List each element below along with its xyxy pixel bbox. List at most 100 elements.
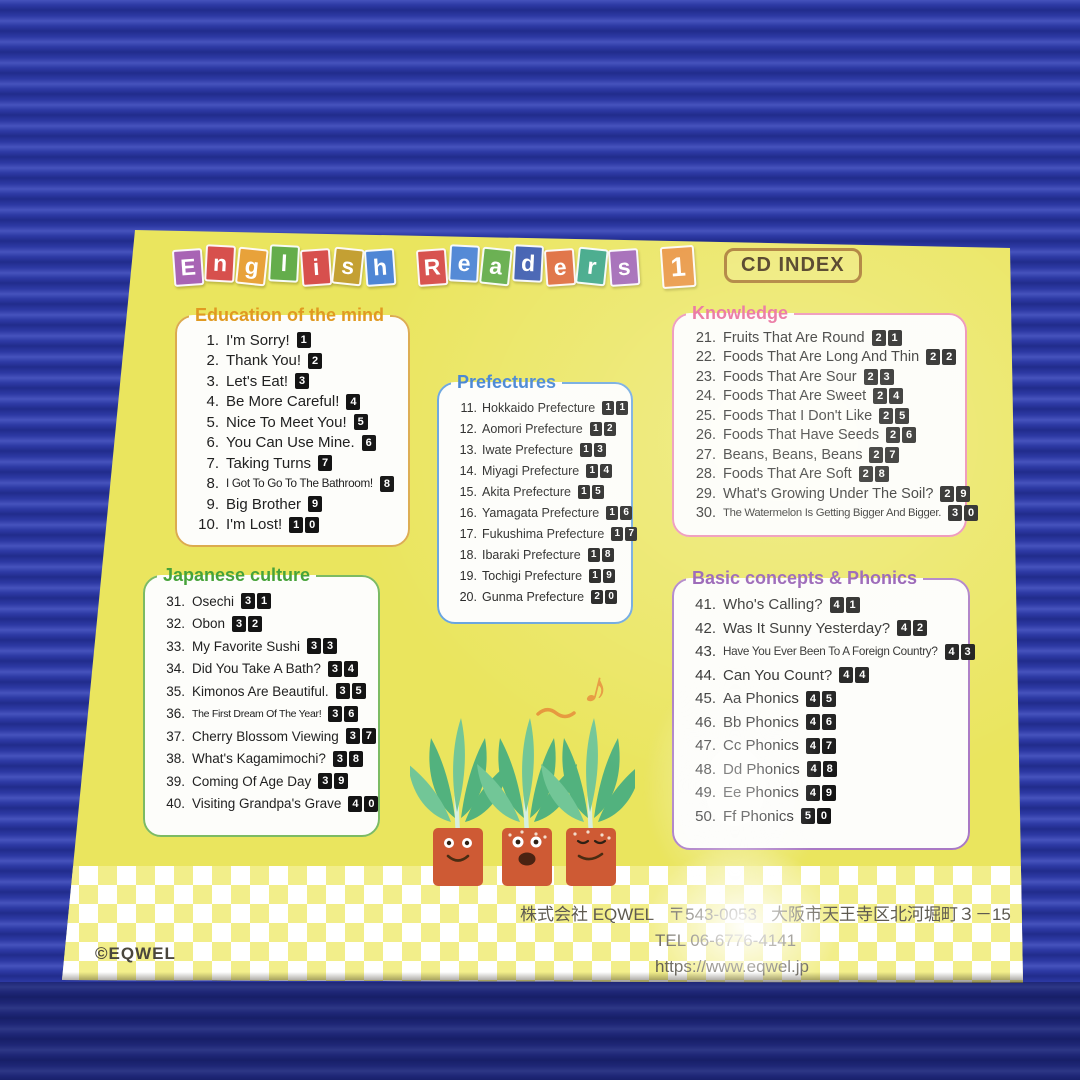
carrot-3 — [566, 828, 616, 886]
track-item: 44. Can You Count? 4 4 — [690, 664, 962, 688]
track-number-badge: 4 — [805, 690, 820, 707]
track-number-badge: 3 — [307, 638, 322, 655]
track-number-badge: 5 — [895, 407, 910, 424]
track-index: 12. — [459, 421, 477, 436]
track-index: 38. — [166, 751, 185, 767]
track-index: 8. — [206, 475, 219, 493]
track-number-badge: 4 — [600, 463, 613, 478]
track-index: 48. — [695, 760, 716, 778]
track-title: Aa Phonics — [723, 690, 799, 708]
track-index: 46. — [695, 713, 716, 731]
track-item: 48. Dd Phonics 4 8 — [690, 758, 962, 782]
title-letter-tile: n — [204, 243, 237, 283]
track-number-badge: 4 — [348, 795, 363, 812]
track-number-badge: 4 — [855, 667, 870, 684]
track-title: I'm Sorry! — [226, 331, 290, 349]
track-title: Visiting Grandpa's Grave — [192, 796, 342, 812]
track-item: 24. Foods That Are Sweet 2 4 — [690, 387, 959, 407]
track-title: Ibaraki Prefecture — [482, 547, 581, 562]
panel-education-of-the-mind: Education of the mind 1. I'm Sorry! 1 2. Tha… — [175, 305, 410, 547]
track-title: The Watermelon Is Getting Bigger And Big… — [723, 507, 942, 520]
track-index: 40. — [166, 796, 185, 812]
track-title: Foods That Are Long And Thin — [723, 349, 920, 366]
track-number-badge: 1 — [845, 596, 860, 613]
panel-title: Japanese culture — [163, 565, 311, 585]
track-index: 31. — [166, 593, 185, 609]
track-number-badge: 2 — [863, 368, 878, 385]
track-number-badges: 2 — [308, 352, 323, 369]
track-number-badge: 1 — [611, 526, 624, 541]
track-number-badge: 3 — [328, 705, 343, 722]
carrot-2 — [502, 828, 552, 886]
panel-title: Education of the mind — [195, 305, 384, 325]
track-index: 44. — [695, 666, 716, 684]
track-title: Iwate Prefecture — [482, 442, 574, 457]
track-number-badge: 3 — [335, 683, 350, 700]
track-item: 15. Akita Prefecture 1 5 — [455, 481, 625, 502]
track-number-badge: 3 — [332, 750, 347, 767]
track-number-badge: 4 — [805, 784, 820, 801]
track-number-badge: 4 — [839, 667, 854, 684]
track-title: Who's Calling? — [723, 596, 823, 614]
track-number-badge: 5 — [800, 808, 815, 825]
track-number-badge: 1 — [586, 463, 599, 478]
track-number-badge: 6 — [902, 427, 917, 444]
track-number-badges: 6 — [361, 434, 376, 451]
track-item: 29. What's Growing Under The Soil? 2 9 — [690, 484, 971, 504]
track-number-badge: 2 — [869, 446, 884, 463]
track-item: 38. What's Kagamimochi? 3 8 — [161, 748, 372, 771]
track-number-badges: 9 — [308, 496, 323, 513]
title-letter-tile: r — [575, 246, 609, 286]
track-number-badge: 1 — [289, 516, 304, 533]
track-item: 1. I'm Sorry! 1 — [193, 330, 402, 351]
track-number-badge: 5 — [353, 414, 368, 431]
track-title: Foods That Are Sour — [723, 368, 857, 385]
track-title: Ee Phonics — [723, 784, 799, 802]
track-list: 11. Hokkaido Prefecture 1 1 12. Aomori Prefec… — [445, 395, 638, 607]
track-title: I'm Lost! — [226, 516, 283, 534]
track-number-badges: 5 — [353, 414, 368, 431]
track-title: Beans, Beans, Beans — [723, 446, 863, 463]
track-number-badge: 3 — [948, 505, 963, 522]
track-number-badge: 0 — [364, 795, 379, 812]
track-title: Aomori Prefecture — [482, 421, 583, 436]
track-item: 2. Thank You! 2 — [193, 351, 402, 372]
track-number-badge: 5 — [591, 484, 604, 499]
track-item: 27. Beans, Beans, Beans 2 7 — [690, 445, 959, 465]
track-item: 23. Foods That Are Sour 2 3 — [690, 367, 959, 387]
track-index: 4. — [206, 393, 219, 411]
track-title: Thank You! — [226, 352, 302, 370]
track-number-badge: 7 — [318, 455, 333, 472]
panel-title: Knowledge — [692, 303, 789, 323]
track-number-badges: 1 — [296, 332, 311, 349]
track-title: What's Kagamimochi? — [192, 751, 326, 767]
track-title: Coming Of Age Day — [192, 773, 312, 789]
track-item: 49. Ee Phonics 4 9 — [690, 781, 962, 805]
track-item: 31. Osechi 3 1 — [161, 590, 372, 613]
track-index: 17. — [459, 526, 477, 541]
track-number-badge: 8 — [874, 466, 889, 483]
track-title: Miyagi Prefecture — [482, 463, 580, 478]
track-list: 1. I'm Sorry! 1 2. Thank You! 2 3. Let's Eat! 3 4… — [183, 328, 402, 535]
track-title: Gunma Prefecture — [482, 589, 585, 604]
track-item: 13. Iwate Prefecture 1 3 — [455, 439, 625, 460]
phone-number: TEL 06-6776-4141 — [655, 931, 797, 950]
track-index: 50. — [695, 807, 716, 825]
track-number-badge: 5 — [821, 690, 836, 707]
track-number-badge: 4 — [897, 620, 912, 637]
panel-knowledge: Knowledge 21. Fruits That Are Round 2 1 22. F… — [672, 303, 979, 537]
carrot-characters-illustration: ♪ — [410, 659, 635, 886]
